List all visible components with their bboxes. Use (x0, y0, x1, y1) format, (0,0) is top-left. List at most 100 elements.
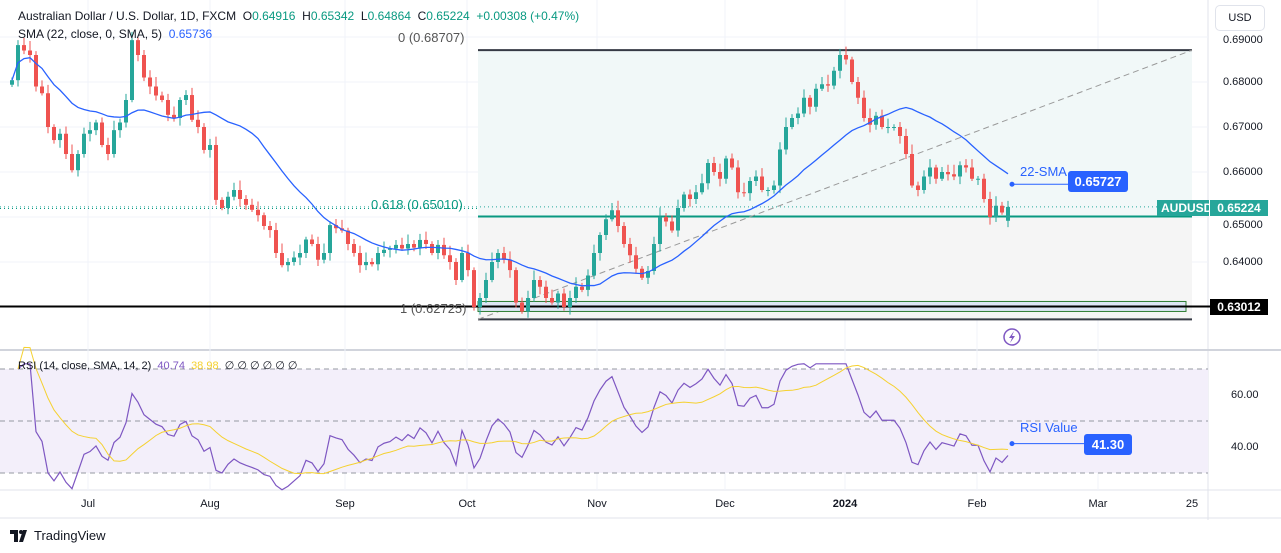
candle-down (688, 194, 692, 199)
currency-button[interactable]: USD (1215, 5, 1265, 31)
support-price-tag: 0.63012 (1210, 299, 1268, 315)
time-label: Dec (715, 498, 735, 510)
candle-down (826, 84, 830, 86)
candle-down (100, 122, 104, 145)
candle-down (250, 204, 254, 210)
candle-up (436, 244, 440, 253)
candle-up (484, 280, 488, 298)
candle-down (712, 163, 716, 172)
candle-up (478, 298, 482, 307)
sma-callout-value: 0.65727 (1068, 171, 1128, 192)
candle-down (718, 172, 722, 179)
candle-down (670, 221, 674, 231)
candle-up (838, 55, 842, 71)
candle-up (772, 185, 776, 190)
candle-down (64, 133, 68, 154)
candle-up (382, 249, 386, 253)
candle-down (538, 280, 542, 287)
change-value: +0.00308 (+0.47%) (476, 9, 580, 23)
fib-level-0-label: 0 (0.68707) (398, 30, 465, 45)
candle-up (394, 244, 398, 249)
close-label: C (417, 9, 427, 23)
sma-label: SMA (22, close, 0, SMA, 5) (18, 27, 163, 41)
candle-up (496, 253, 500, 262)
candle-up (598, 235, 602, 253)
price-label: 0.64000 (1223, 256, 1263, 268)
brand-name: TradingView (34, 528, 106, 543)
candle-down (964, 165, 968, 168)
candle-down (628, 244, 632, 256)
candle-up (364, 262, 368, 266)
candle-up (832, 70, 836, 86)
candle-down (448, 255, 452, 262)
candle-up (574, 286, 578, 298)
open-label: O (242, 9, 253, 23)
candle-down (106, 145, 110, 154)
candle-up (652, 244, 656, 271)
candle-up (88, 130, 92, 134)
sma-legend[interactable]: SMA (22, close, 0, SMA, 5) 0.65736 (18, 27, 212, 41)
candle-down (136, 40, 140, 55)
candle-up (298, 253, 302, 258)
candle-down (946, 172, 950, 175)
candle-up (874, 115, 878, 125)
tradingview-logo-icon (10, 529, 27, 542)
candle-down (352, 244, 356, 253)
rsi-sma-line (17, 346, 1009, 475)
candle-down (28, 50, 32, 55)
rsi-line (17, 363, 1009, 491)
candle-down (238, 190, 242, 199)
candle-down (808, 97, 812, 107)
rsi-legend[interactable]: RSI (14, close, SMA, 14, 2) 40.74 38.98 … (18, 359, 298, 372)
candle-down (664, 217, 668, 222)
candle-up (292, 257, 296, 262)
candle-down (190, 95, 194, 120)
candle-up (784, 127, 788, 150)
candle-up (676, 208, 680, 231)
candle-down (160, 95, 164, 100)
high-value: 0.65342 (310, 9, 355, 23)
price-label: 0.69000 (1223, 34, 1263, 46)
rsi-callout-value: 41.30 (1084, 434, 1132, 455)
time-label: Sep (335, 498, 355, 510)
candle-up (778, 149, 782, 186)
fib-level-618-label: 0.618 (0.65010) (371, 197, 463, 212)
candle-down (346, 230, 350, 244)
candle-down (634, 255, 638, 269)
candle-down (430, 244, 434, 253)
candle-up (124, 100, 128, 123)
candle-up (748, 181, 752, 194)
rsi-empty-values: ∅ ∅ ∅ ∅ ∅ ∅ (224, 360, 298, 372)
candle-up (694, 192, 698, 199)
candle-up (646, 271, 650, 278)
candle-down (196, 119, 200, 127)
sma-value: 0.65736 (168, 27, 213, 41)
candle-up (490, 262, 494, 280)
candle-down (502, 253, 506, 260)
candle-down (910, 154, 914, 186)
candle-up (928, 167, 932, 177)
tradingview-logo[interactable]: TradingView (10, 528, 106, 543)
candle-down (442, 244, 446, 256)
candle-up (328, 225, 332, 253)
candle-down (154, 86, 158, 96)
candle-up (418, 239, 422, 248)
candle-up (940, 172, 944, 179)
rsi-label: RSI (14, close, SMA, 14, 2) (18, 360, 152, 372)
candle-down (262, 215, 266, 226)
candle-down (760, 176, 764, 190)
candle-down (466, 253, 470, 271)
candle-down (274, 230, 278, 253)
candle-down (52, 127, 56, 141)
candle-down (34, 55, 38, 87)
candle-up (532, 280, 536, 298)
rsi-axis-label: 40.00 (1231, 441, 1259, 453)
candle-down (850, 59, 854, 82)
candle-up (820, 84, 824, 89)
candle-down (256, 209, 260, 216)
candle-down (172, 114, 176, 118)
candle-up (814, 88, 818, 107)
candle-down (334, 225, 338, 229)
candle-down (550, 298, 554, 303)
